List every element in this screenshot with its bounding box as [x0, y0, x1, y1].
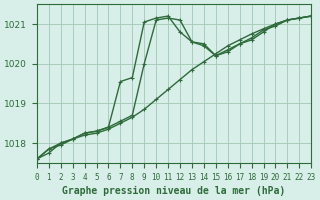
X-axis label: Graphe pression niveau de la mer (hPa): Graphe pression niveau de la mer (hPa) [62, 186, 286, 196]
